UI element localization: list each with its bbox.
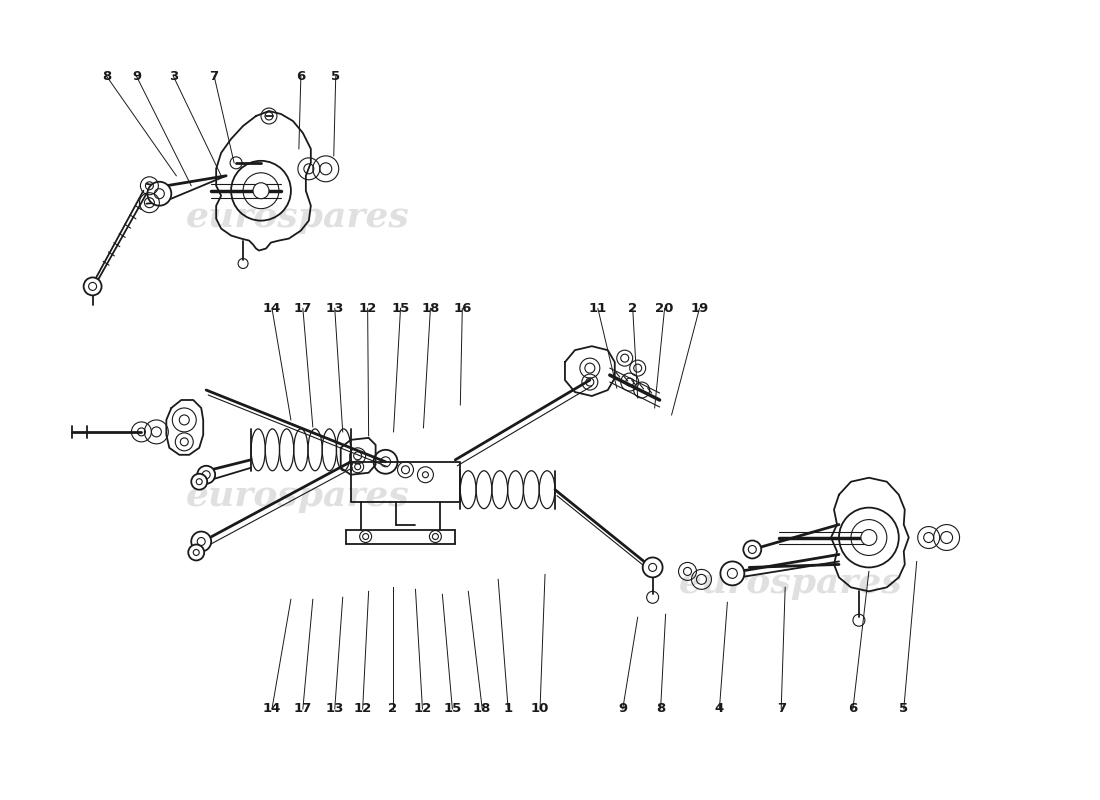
Circle shape (197, 466, 216, 484)
Circle shape (642, 558, 662, 578)
Text: 4: 4 (715, 702, 724, 715)
Circle shape (253, 182, 270, 198)
Text: 13: 13 (326, 302, 344, 315)
Text: eurospares: eurospares (186, 478, 410, 513)
Text: 19: 19 (691, 302, 708, 315)
Text: 9: 9 (618, 702, 627, 715)
Text: 9: 9 (132, 70, 141, 82)
Text: 17: 17 (294, 302, 312, 315)
Text: 17: 17 (294, 702, 312, 715)
Text: 5: 5 (331, 70, 340, 82)
Circle shape (191, 531, 211, 551)
Text: 10: 10 (531, 702, 549, 715)
Text: 13: 13 (326, 702, 344, 715)
Text: eurospares: eurospares (186, 200, 410, 234)
Text: 18: 18 (473, 702, 492, 715)
Circle shape (147, 182, 172, 206)
Text: 2: 2 (388, 702, 397, 715)
Text: 2: 2 (628, 302, 637, 315)
Circle shape (84, 278, 101, 295)
Text: 3: 3 (168, 70, 178, 82)
Text: 14: 14 (263, 302, 282, 315)
Text: 8: 8 (656, 702, 666, 715)
Circle shape (720, 562, 745, 586)
Text: 12: 12 (414, 702, 431, 715)
Text: 6: 6 (296, 70, 306, 82)
Circle shape (191, 474, 207, 490)
Text: 18: 18 (421, 302, 440, 315)
Text: 1: 1 (504, 702, 513, 715)
Text: 7: 7 (210, 70, 219, 82)
Circle shape (744, 541, 761, 558)
Text: 15: 15 (443, 702, 462, 715)
Text: 7: 7 (777, 702, 785, 715)
Text: 14: 14 (263, 702, 282, 715)
Text: 8: 8 (102, 70, 111, 82)
Text: 6: 6 (848, 702, 858, 715)
Text: 15: 15 (392, 302, 409, 315)
Circle shape (188, 545, 205, 561)
Circle shape (861, 530, 877, 546)
Text: 11: 11 (588, 302, 607, 315)
Text: eurospares: eurospares (680, 566, 903, 600)
Text: 16: 16 (453, 302, 472, 315)
Text: 12: 12 (353, 702, 372, 715)
Text: 20: 20 (656, 302, 674, 315)
Text: 5: 5 (899, 702, 909, 715)
Text: 12: 12 (359, 302, 377, 315)
